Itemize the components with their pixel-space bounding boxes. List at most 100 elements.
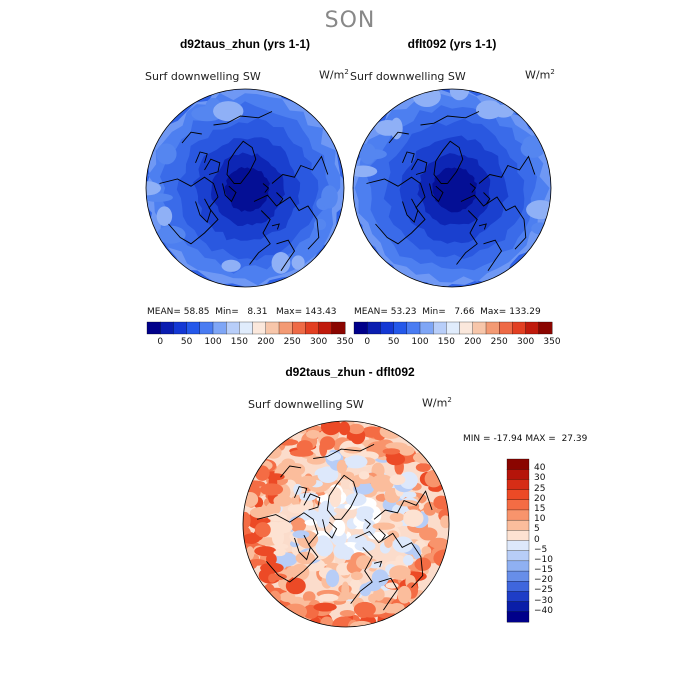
coastline: [322, 519, 338, 539]
contour-patch: [254, 522, 271, 538]
contour-patch: [354, 540, 376, 552]
contour-patch: [419, 527, 438, 541]
contour-patch: [345, 492, 367, 507]
contour-patch: [523, 135, 547, 150]
contour-patch: [361, 426, 383, 438]
colorbar-swatch: [252, 321, 267, 335]
colorbar-swatch: [353, 321, 368, 335]
contour-patch: [389, 565, 411, 580]
coastline: [256, 512, 319, 583]
contour-patch: [315, 538, 334, 557]
colorbar-swatch: [406, 321, 421, 335]
contour-patch: [526, 200, 551, 220]
contour-patch: [317, 466, 339, 484]
colorbar-swatch: [506, 540, 530, 552]
coastline: [226, 140, 257, 184]
contour-patch: [403, 491, 417, 499]
coastline: [222, 183, 237, 203]
colorbar-tick-label: −15: [534, 565, 553, 576]
colorbar-swatch: [186, 321, 201, 335]
coastline: [249, 210, 271, 265]
colorbar-tick-label: −25: [534, 585, 553, 596]
coastline: [313, 443, 375, 459]
contour-patch: [423, 501, 437, 516]
contour-patch: [336, 459, 348, 474]
panel2-colorbar: [353, 321, 553, 335]
contour-patch: [353, 165, 378, 178]
colorbar-tick-label: 350: [543, 337, 561, 347]
colorbar-swatch: [146, 321, 161, 335]
coastline: [280, 465, 302, 478]
colorbar-swatch: [506, 479, 530, 491]
colorbar-tick-label: −10: [534, 554, 553, 565]
colorbar-tick-label: 150: [230, 337, 248, 347]
coastline: [456, 210, 478, 265]
colorbar-tick-label: 50: [387, 337, 400, 347]
contour-patch: [247, 559, 267, 566]
coastline: [195, 151, 208, 163]
panel3-units: W/m2: [422, 396, 452, 410]
contour-patch: [415, 462, 431, 472]
colorbar-swatch: [499, 321, 513, 335]
contour-patch: [269, 573, 287, 581]
contour-patch: [156, 206, 173, 227]
contour-patch: [213, 101, 244, 122]
coastline: [253, 194, 320, 250]
contour-patch: [345, 455, 368, 469]
colorbar-tick-label: −30: [534, 595, 553, 606]
colorbar-swatch: [506, 489, 530, 501]
colorbar-tick-label: −5: [534, 544, 548, 555]
coastline: [159, 176, 219, 245]
colorbar-swatch: [212, 321, 227, 335]
colorbar-tick-label: 100: [411, 337, 429, 347]
colorbar-tick-label: −20: [534, 575, 553, 586]
contour-patch: [314, 218, 327, 231]
colorbar-swatch: [506, 591, 530, 603]
contour-patch: [290, 517, 307, 533]
contour-patch: [243, 511, 251, 529]
coastline: [303, 493, 321, 511]
colorbar-swatch: [506, 611, 530, 623]
coastline: [378, 577, 399, 611]
contour-patch: [395, 500, 419, 507]
panel3-colorbar-ticks: 40 30 25 20 15 10 5 0 −5 −10 −15 −20 −25 −30 −40: [534, 459, 574, 622]
colorbar-swatch: [506, 530, 530, 541]
colorbar-tick-label: 250: [490, 337, 508, 347]
colorbar-tick-label: 50: [180, 337, 193, 347]
contour-patch: [290, 449, 314, 457]
colorbar-swatch: [506, 469, 530, 480]
colorbar-swatch: [278, 321, 293, 335]
panel3-polar-map: [242, 420, 450, 628]
colorbar-swatch: [160, 321, 174, 335]
colorbar-tick-label: 20: [534, 493, 546, 504]
contour-patch: [412, 89, 441, 108]
colorbar-tick-label: 25: [534, 483, 546, 494]
colorbar-swatch: [506, 519, 530, 531]
contour-patch: [359, 143, 377, 165]
coastline: [294, 486, 308, 498]
colorbar-swatch: [393, 321, 408, 335]
colorbar-tick-label: 30: [534, 473, 546, 484]
contour-patch: [254, 465, 270, 481]
contour-patch: [429, 537, 449, 549]
contour-patch: [271, 528, 285, 547]
figure-season-title: SON: [324, 8, 376, 33]
panel3-colorbar: [506, 458, 530, 623]
panel2-stats: MEAN= 53.23 Min= 7.66 Max= 133.29: [354, 307, 541, 317]
colorbar-swatch: [506, 499, 530, 511]
colorbar-swatch: [419, 321, 434, 335]
contour-patch: [306, 429, 321, 439]
contour-patch: [414, 557, 432, 571]
coastline: [402, 198, 419, 224]
contour-patch: [325, 569, 340, 588]
contour-patch: [329, 489, 342, 508]
contour-patch: [397, 585, 412, 604]
contour-patch: [292, 530, 310, 539]
contour-patch: [273, 549, 286, 557]
contour-patch: [399, 471, 418, 490]
coastline: [294, 534, 311, 561]
contour-patch: [359, 583, 372, 597]
colorbar-swatch: [485, 321, 500, 335]
contour-patch: [243, 533, 260, 544]
contour-patch: [392, 536, 414, 553]
